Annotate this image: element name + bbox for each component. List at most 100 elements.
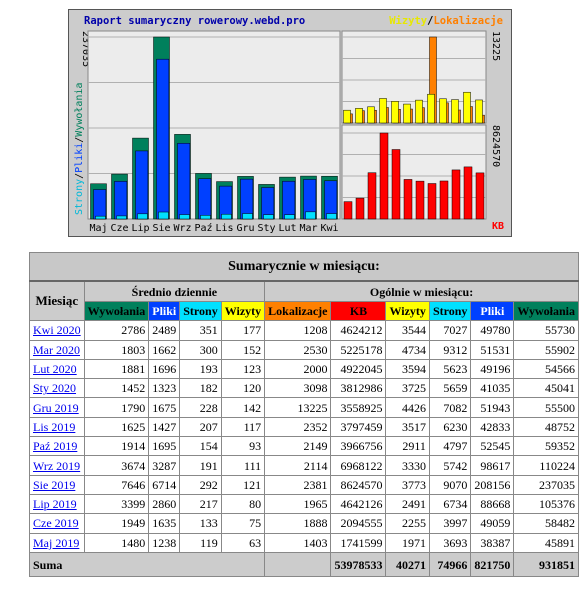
total-value: 42833	[470, 416, 515, 438]
daily-value: 1427	[148, 416, 181, 438]
bar-kb-7	[427, 183, 437, 220]
bar-strony-10	[305, 211, 316, 220]
total-value: 6968122	[330, 455, 387, 476]
bar-kb-11	[475, 172, 485, 220]
bar-strony-5	[200, 215, 211, 220]
table-row: Paź 2019 1914 1695 154 93 2149 3966756 2911 4797…	[29, 436, 579, 457]
total-value: 52545	[470, 436, 515, 457]
month-link[interactable]: Mar 2020	[33, 342, 80, 357]
col-daily-0: Wywołania	[83, 300, 150, 322]
daily-value: 1625	[83, 416, 150, 438]
total-value: 2114	[264, 455, 332, 476]
month-link[interactable]: Sie 2019	[33, 477, 76, 492]
bar-wizyty-4	[391, 101, 399, 124]
total-value: 58482	[513, 513, 579, 534]
axis-strony: Strony	[74, 179, 85, 215]
col-total-4: Pliki	[470, 300, 515, 322]
daily-value: 182	[179, 378, 222, 399]
total-value: 41035	[470, 378, 515, 399]
table-row: Lut 2020 1881 1696 193 123 2000 4922045 3594 562…	[29, 358, 579, 380]
table-row: Sie 2019 7646 6714 292 121 2381 8624570 3773 907…	[29, 474, 579, 496]
daily-value: 1695	[148, 436, 181, 457]
bar-strony-2	[137, 213, 148, 220]
legend-wizyty: Wizyty	[389, 15, 428, 27]
month-cell: Kwi 2020	[29, 320, 85, 341]
header-miesiac: Miesiąc	[29, 280, 85, 322]
month-link[interactable]: Sty 2020	[33, 381, 77, 396]
sum-value: 931851	[513, 552, 579, 577]
total-value: 2149	[264, 436, 332, 457]
month-link[interactable]: Gru 2019	[33, 400, 79, 415]
month-link[interactable]: Wrz 2019	[33, 458, 81, 473]
kb-grid	[342, 132, 486, 198]
daily-value: 93	[220, 436, 266, 457]
header-daily: Średnio dziennie	[83, 280, 266, 302]
total-value: 3997	[428, 513, 472, 534]
bar-kb-10	[463, 166, 473, 220]
month-labels: Maj Cze Lip Sie Wrz Paź Lis Gru Sty Lut Mar Kwi	[89, 222, 338, 234]
daily-value: 1790	[83, 397, 150, 418]
month-link[interactable]: Paź 2019	[33, 439, 78, 454]
table-row: Mar 2020 1803 1662 300 152 2530 5225178 4734 931…	[29, 339, 579, 360]
graph-title: Raport sumaryczny rowerowy.webd.pro	[84, 15, 305, 27]
total-value: 3330	[385, 455, 430, 476]
month-cell: Wrz 2019	[29, 455, 85, 476]
daily-value: 80	[220, 494, 266, 515]
month-link[interactable]: Kwi 2020	[33, 323, 81, 338]
daily-value: 2860	[148, 494, 181, 515]
month-link[interactable]: Maj 2019	[33, 535, 80, 550]
total-value: 51943	[470, 397, 515, 418]
daily-value: 207	[179, 416, 222, 438]
total-value: 2000	[264, 358, 332, 380]
total-value: 208156	[470, 474, 515, 496]
col-daily-1: Pliki	[148, 300, 181, 322]
daily-value: 1803	[83, 339, 150, 360]
month-link[interactable]: Lis 2019	[33, 419, 76, 434]
daily-value: 3287	[148, 455, 181, 476]
daily-value: 123	[220, 358, 266, 380]
total-value: 4642126	[330, 494, 387, 515]
total-value: 2352	[264, 416, 332, 438]
left-max-label: 237035	[80, 31, 91, 67]
table-row: Gru 2019 1790 1675 228 142 13225 3558925 4426 70…	[29, 397, 579, 418]
daily-value: 1238	[148, 532, 181, 554]
bar-wizyty-8	[439, 98, 447, 124]
month-cell: Sty 2020	[29, 378, 85, 399]
month-link[interactable]: Lip 2019	[33, 497, 77, 512]
bar-wizyty-10	[463, 91, 471, 124]
main-plot-area	[87, 30, 341, 220]
month-cell: Lut 2020	[29, 358, 85, 380]
month-link[interactable]: Cze 2019	[33, 516, 79, 531]
month-label-2: Lip	[131, 223, 149, 234]
total-value: 3098	[264, 378, 332, 399]
daily-value: 1949	[83, 513, 150, 534]
total-value: 88668	[470, 494, 515, 515]
table-body: Kwi 2020 2786 2489 351 177 1208 4624212 3544 702…	[29, 320, 579, 554]
month-label-4: Wrz	[173, 223, 191, 234]
total-value: 1208	[264, 320, 332, 341]
total-value: 110224	[513, 455, 579, 476]
col-daily-2: Strony	[179, 300, 222, 322]
daily-value: 111	[220, 455, 266, 476]
total-value: 5659	[428, 378, 472, 399]
total-value: 4734	[385, 339, 430, 360]
month-link[interactable]: Lut 2020	[33, 361, 77, 376]
col-total-2: Wizyty	[385, 300, 430, 322]
table-title: Sumarycznie w miesiącu:	[29, 252, 579, 283]
daily-value: 1914	[83, 436, 150, 457]
daily-value: 191	[179, 455, 222, 476]
daily-value: 1881	[83, 358, 150, 380]
bar-wizyty-9	[451, 99, 459, 124]
daily-value: 117	[220, 416, 266, 438]
bar-pliki-0	[93, 189, 107, 220]
month-label-9: Lut	[278, 223, 296, 234]
total-value: 1403	[264, 532, 332, 554]
bar-kb-3	[379, 132, 389, 220]
bar-strony-4	[179, 214, 190, 220]
sum-value: 40271	[385, 552, 430, 577]
total-value: 4922045	[330, 358, 387, 380]
total-value: 4624212	[330, 320, 387, 341]
column-header-row: Wywołania Pliki Strony Wizyty Lokalizacje KB W…	[30, 300, 579, 322]
month-label-5: Paź	[194, 222, 212, 234]
total-value: 9312	[428, 339, 472, 360]
